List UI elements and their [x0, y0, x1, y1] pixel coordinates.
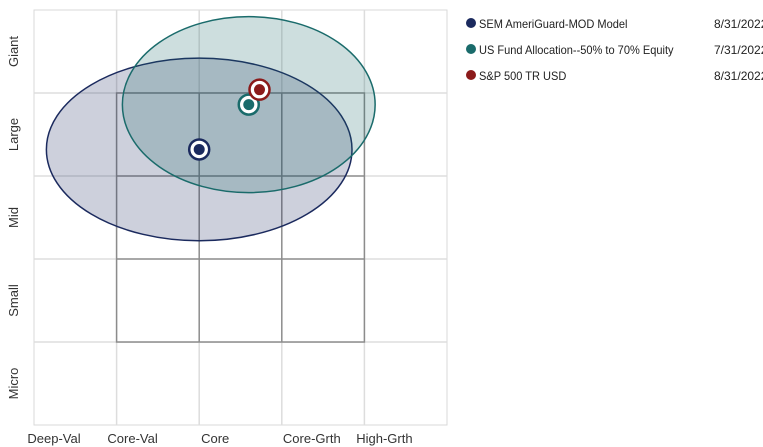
- legend-series-date: 8/31/2022: [714, 17, 763, 31]
- centroid-dot: [253, 84, 265, 96]
- x-axis-label-core-val: Core-Val: [107, 431, 157, 446]
- centroid-dot: [243, 99, 255, 111]
- legend: SEM AmeriGuard-MOD Model 8/31/2022 US Fu…: [466, 14, 763, 92]
- y-axis-label-large: Large: [6, 118, 21, 151]
- legend-series-date: 8/31/2022: [714, 69, 763, 83]
- centroid-sem-ameriguard: [187, 138, 211, 161]
- x-axis-labels: Deep-Val Core-Val Core Core-Grth High-Grth: [27, 431, 412, 446]
- style-box-grid: [115, 92, 366, 343]
- x-axis-label-high-grth: High-Grth: [356, 431, 412, 446]
- y-axis-label-mid: Mid: [6, 207, 21, 228]
- centroid-sp500: [248, 78, 271, 101]
- x-axis-label-core: Core: [201, 431, 229, 446]
- legend-item-sp500: S&P 500 TR USD 8/31/2022: [466, 66, 763, 92]
- y-axis-label-micro: Micro: [6, 368, 21, 400]
- legend-series-name: SEM AmeriGuard-MOD Model: [479, 17, 628, 31]
- style-box-chart: Micro Small Mid Large Giant Deep-Val Core-Val…: [6, 9, 448, 446]
- legend-series-name: S&P 500 TR USD: [479, 69, 567, 83]
- y-axis-label-giant: Giant: [6, 36, 21, 67]
- legend-marker: [466, 18, 476, 28]
- legend-marker: [466, 44, 476, 54]
- legend-series-name: US Fund Allocation--50% to 70% Equity: [479, 43, 674, 57]
- y-axis-labels: Micro Small Mid Large Giant: [6, 36, 21, 400]
- y-axis-label-small: Small: [6, 284, 21, 317]
- x-axis-label-deep-val: Deep-Val: [27, 431, 80, 446]
- legend-series-date: 7/31/2022: [714, 43, 763, 57]
- centroid-points: [187, 78, 271, 161]
- legend-item-sem-ameriguard: SEM AmeriGuard-MOD Model 8/31/2022: [466, 14, 763, 40]
- x-axis-label-core-grth: Core-Grth: [283, 431, 341, 446]
- legend-item-us-fund-allocation: US Fund Allocation--50% to 70% Equity 7/…: [466, 40, 763, 66]
- style-box-frame: [115, 92, 366, 343]
- centroid-dot: [193, 143, 205, 155]
- legend-marker: [466, 70, 476, 80]
- centroid-us-fund-allocation: [237, 93, 261, 116]
